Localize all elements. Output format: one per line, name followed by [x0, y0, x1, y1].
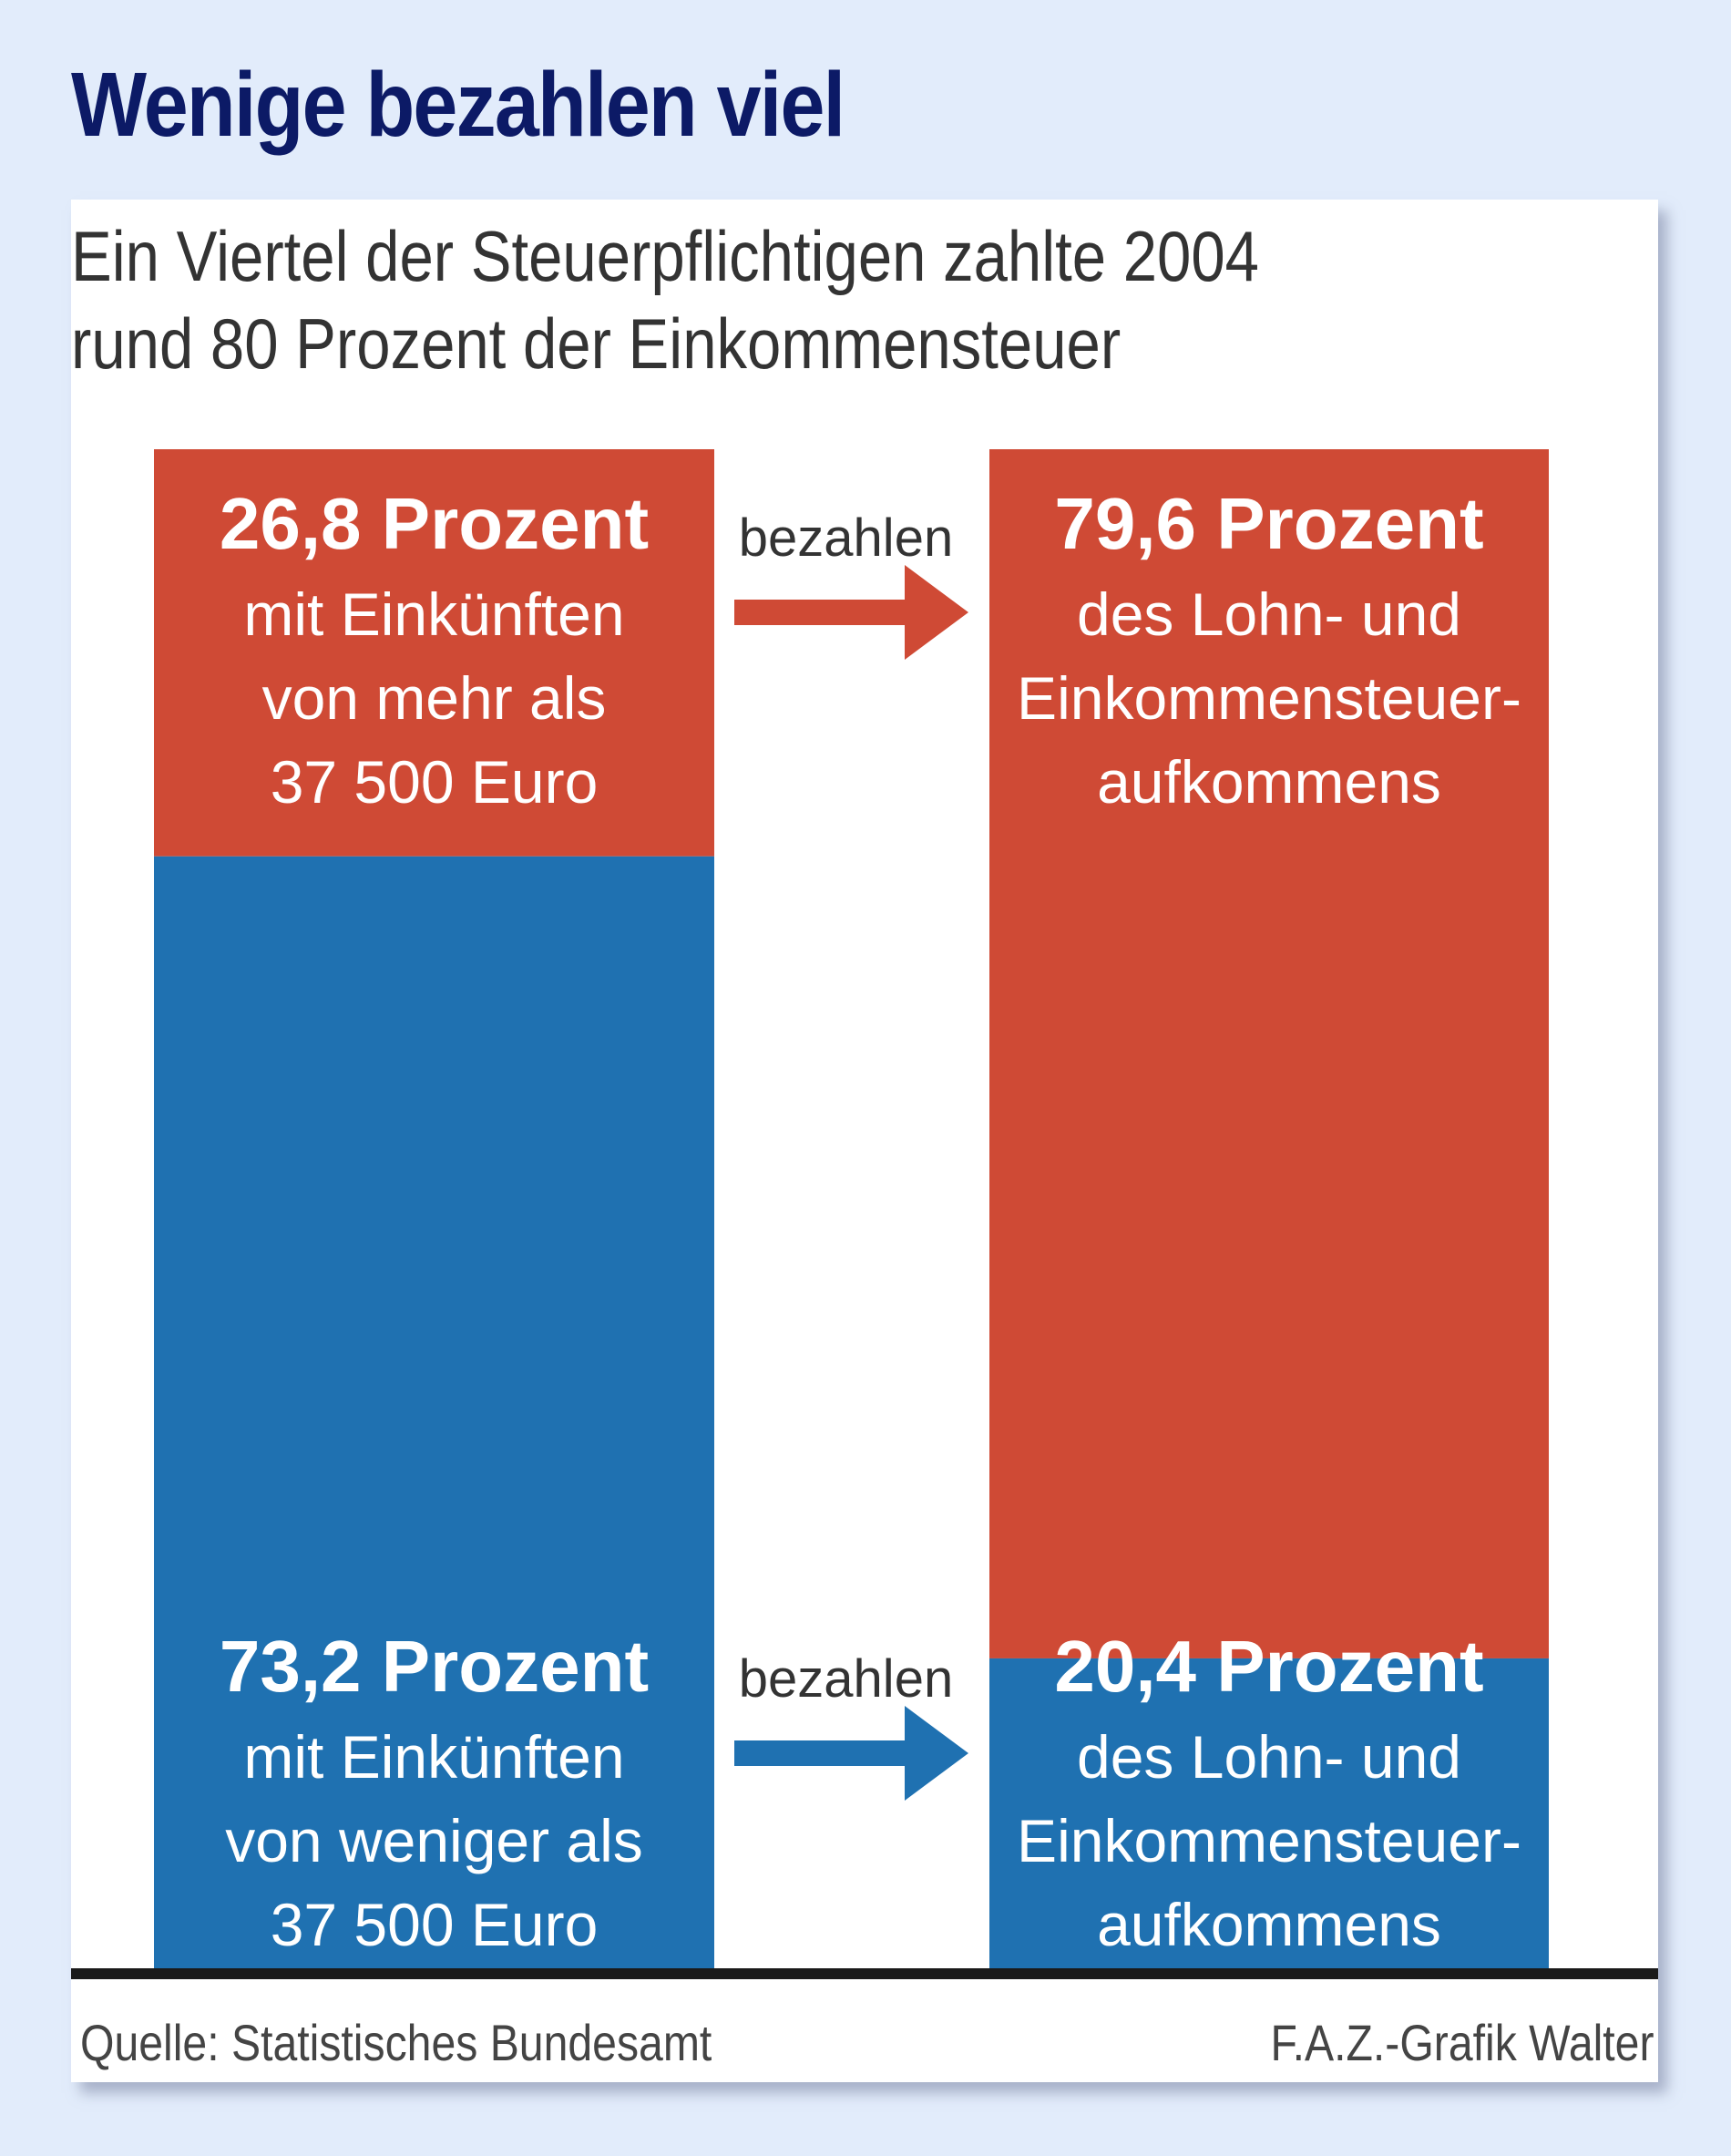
label-right-bottom-value: 20,4 Prozent [1054, 1626, 1483, 1707]
chart-title: Wenige bezahlen viel [71, 54, 845, 156]
bars-group [154, 449, 1549, 1968]
arrows-group: bezahlen bezahlen [734, 508, 968, 1801]
subtitle-line-1: Ein Viertel der Steuerpflichtigen zahlte… [71, 216, 1259, 296]
label-left-bottom-value: 73,2 Prozent [220, 1626, 649, 1707]
arrow-label-bottom: bezahlen [739, 1649, 953, 1709]
label-right-top-value: 79,6 Prozent [1054, 483, 1483, 564]
label-right-top-line-1: des Lohn- und [1077, 580, 1461, 648]
credit-note: F.A.Z.-Grafik Walter [1271, 2014, 1654, 2071]
label-right-bottom-line-1: des Lohn- und [1077, 1723, 1461, 1791]
label-right-top-line-2: Einkommensteuer- [1017, 664, 1521, 732]
chart-subtitle: Ein Viertel der Steuerpflichtigen zahlte… [71, 212, 1259, 387]
subtitle-line-2: rund 80 Prozent der Einkommensteuer [71, 303, 1122, 384]
arrow-right-icon-bottom [734, 1706, 968, 1801]
label-left-bottom-line-1: mit Einkünften [243, 1723, 624, 1791]
bar-segment-right-top [989, 449, 1549, 1658]
arrow-right-icon-top [734, 565, 968, 660]
label-right-top-line-3: aufkommens [1097, 748, 1441, 816]
bar-segment-left-bottom [154, 856, 714, 1968]
label-left-top-line-3: 37 500 Euro [271, 748, 599, 816]
arrow-label-top: bezahlen [739, 508, 953, 568]
label-left-bottom-line-2: von weniger als [225, 1807, 643, 1874]
label-left-top-line-1: mit Einkünften [243, 580, 624, 648]
bar-segment-left-top [154, 449, 714, 857]
label-left-top-line-2: von mehr als [262, 664, 607, 732]
label-left-bottom-line-3: 37 500 Euro [271, 1891, 599, 1958]
label-right-bottom-line-3: aufkommens [1097, 1891, 1441, 1958]
labels-group: 26,8 Prozent mit Einkünften von mehr als 37… [220, 483, 1521, 1958]
chart-card: Ein Viertel der Steuerpflichtigen zahlte… [71, 200, 1658, 2082]
baseline [71, 1968, 1658, 1979]
source-note: Quelle: Statistisches Bundesamt [80, 2014, 712, 2071]
label-right-bottom-line-2: Einkommensteuer- [1017, 1807, 1521, 1874]
chart-svg: bezahlen bezahlen 26,8 Prozent mit Einkünf… [71, 449, 1658, 1979]
label-left-top-value: 26,8 Prozent [220, 483, 649, 564]
bar-segment-right-bottom [989, 1658, 1549, 1968]
